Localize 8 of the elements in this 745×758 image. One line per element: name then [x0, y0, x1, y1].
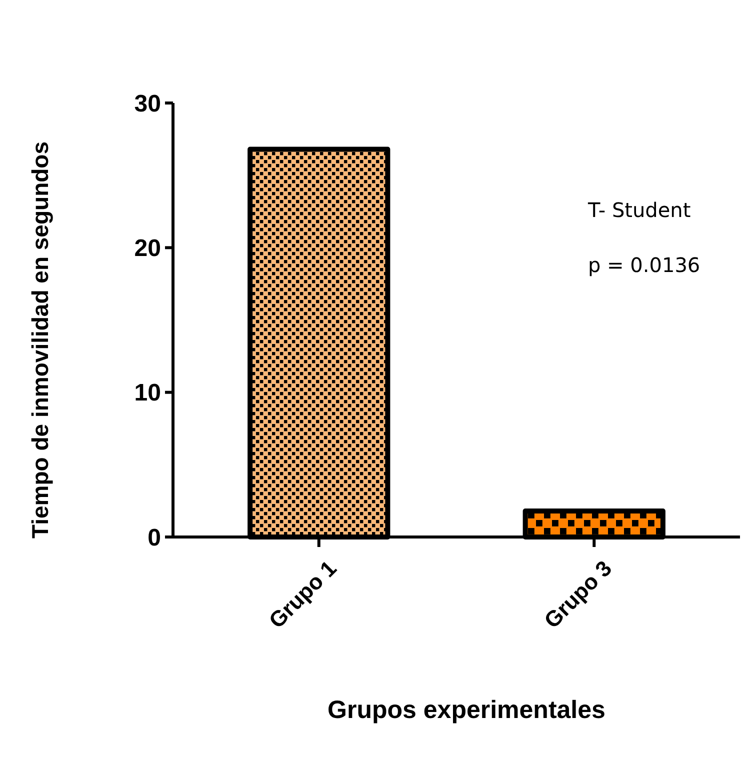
annotation: T- Student	[587, 198, 691, 222]
y-tick-label: 0	[148, 524, 161, 552]
y-tick-label: 10	[134, 380, 161, 407]
y-tick-label: 30	[134, 90, 161, 118]
y-axis-title: Tiempo de inmovilidad en segundos	[27, 141, 54, 539]
y-tick-label: 20	[134, 235, 161, 262]
annotation: p = 0.0136	[588, 253, 700, 277]
x-axis-title: Grupos experimentales	[328, 696, 606, 724]
